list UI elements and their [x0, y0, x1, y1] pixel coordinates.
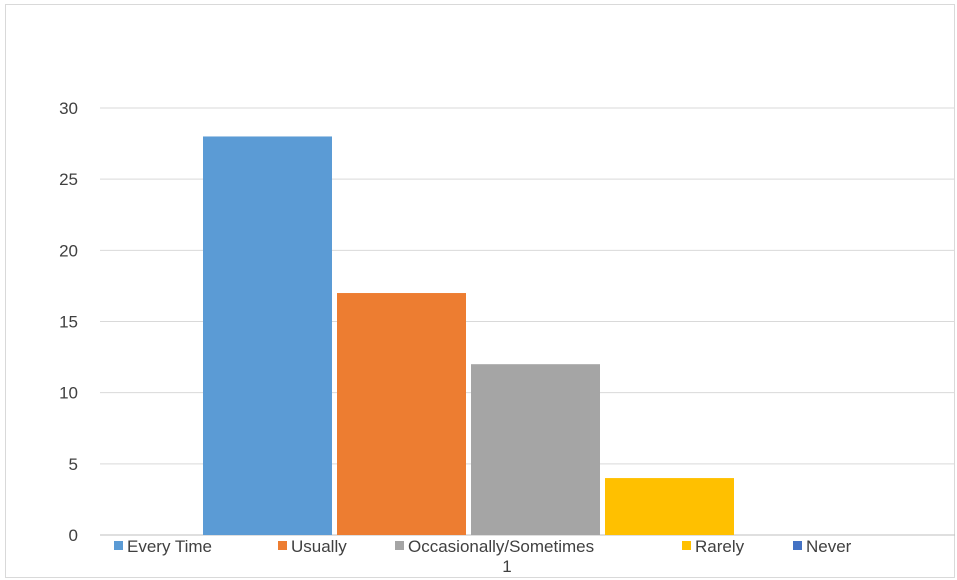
legend-swatch-usually — [278, 541, 287, 550]
bar-occasionally-sometimes — [471, 364, 600, 535]
legend-swatch-every-time — [114, 541, 123, 550]
legend-swatch-never — [793, 541, 802, 550]
y-tick-label-20: 20 — [59, 241, 78, 260]
chart-frame — [5, 4, 955, 578]
y-tick-label-0: 0 — [69, 526, 78, 545]
legend-label-never: Never — [806, 537, 852, 556]
legend-swatch-rarely — [682, 541, 691, 550]
y-tick-label-5: 5 — [69, 455, 78, 474]
y-tick-label-10: 10 — [59, 384, 78, 403]
legend-label-rarely: Rarely — [695, 537, 745, 556]
bar-usually — [337, 293, 466, 535]
bar-every-time — [203, 136, 332, 535]
x-category-label: 1 — [502, 557, 511, 576]
y-tick-label-15: 15 — [59, 313, 78, 332]
bar-rarely — [605, 478, 734, 535]
legend-swatch-occasionally-sometimes — [395, 541, 404, 550]
y-tick-label-30: 30 — [59, 99, 78, 118]
legend-label-usually: Usually — [291, 537, 347, 556]
legend-label-every-time: Every Time — [127, 537, 212, 556]
legend-label-occasionally-sometimes: Occasionally/Sometimes — [408, 537, 594, 556]
y-tick-label-25: 25 — [59, 170, 78, 189]
